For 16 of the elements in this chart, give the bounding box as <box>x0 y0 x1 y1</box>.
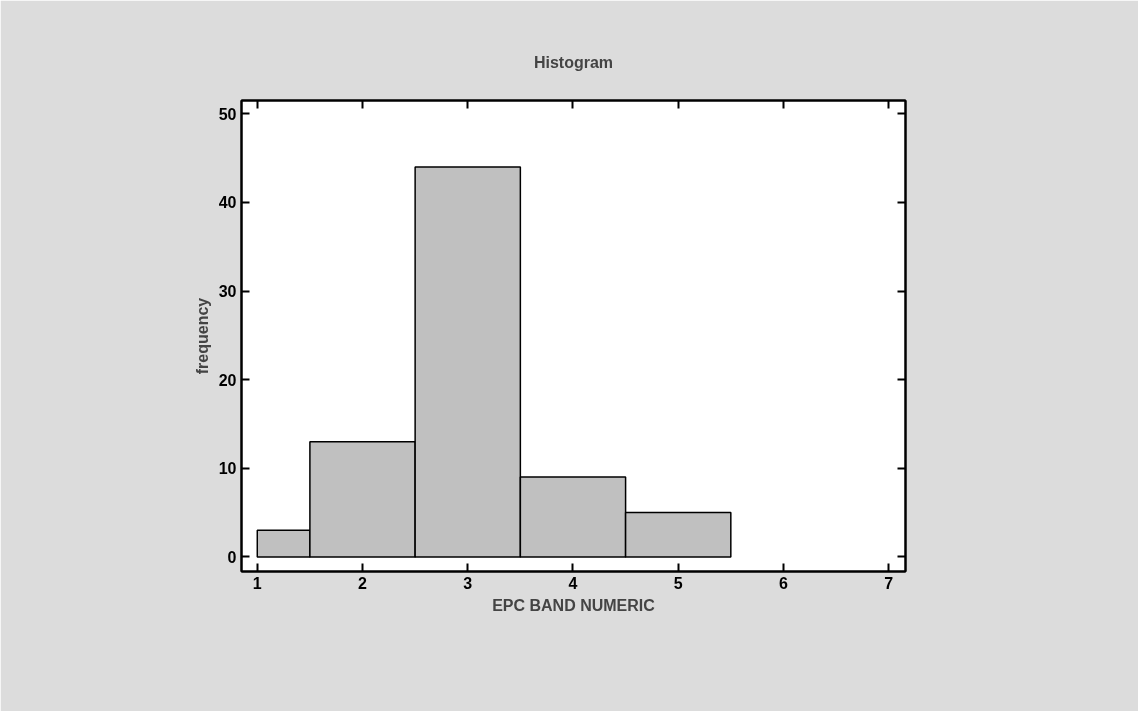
x-tick-label: 6 <box>778 574 788 592</box>
x-tick-label: 5 <box>673 574 683 592</box>
y-tick-label: 40 <box>218 194 237 212</box>
x-tick-label: 3 <box>463 574 473 592</box>
y-axis-title: frequency <box>193 297 211 375</box>
x-tick-label: 2 <box>358 574 368 592</box>
x-tick-label: 4 <box>568 574 578 592</box>
x-tick-label: 7 <box>884 574 894 592</box>
chart-title: Histogram <box>533 53 614 71</box>
x-axis-title: EPC BAND NUMERIC <box>492 596 656 614</box>
y-tick-label: 30 <box>218 283 237 301</box>
y-tick-label: 0 <box>227 548 237 566</box>
x-tick-label: 1 <box>252 574 262 592</box>
y-tick-label: 50 <box>218 105 237 123</box>
y-tick-label: 20 <box>218 371 237 389</box>
y-tick-label: 10 <box>218 460 237 478</box>
